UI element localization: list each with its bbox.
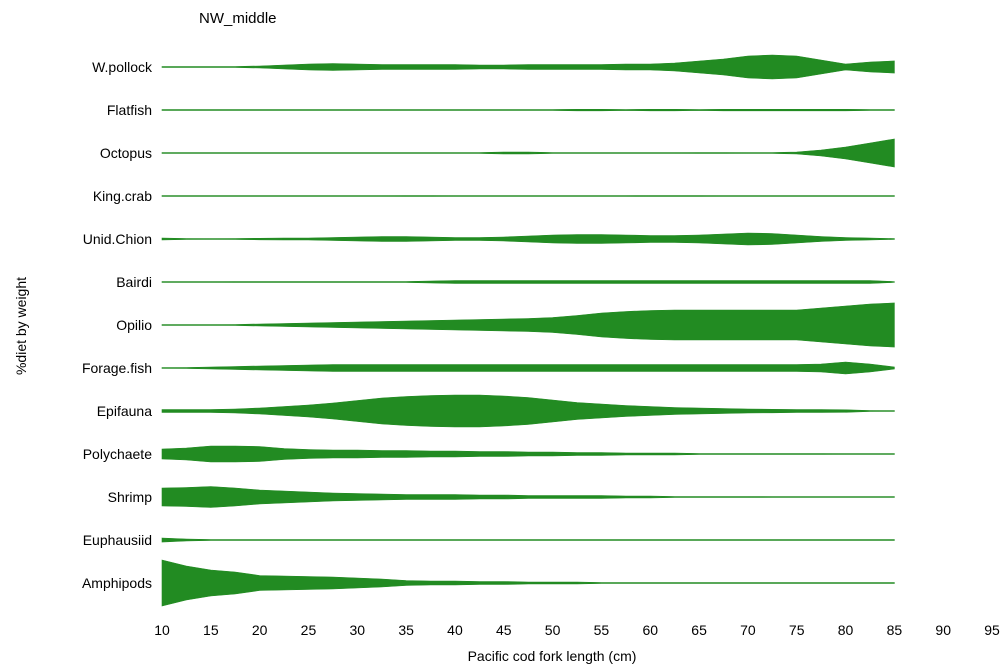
x-tick-label-25: 25 bbox=[301, 622, 317, 638]
category-label-shrimp: Shrimp bbox=[108, 489, 153, 505]
category-label-opilio: Opilio bbox=[116, 317, 152, 333]
x-tick-label-10: 10 bbox=[154, 622, 170, 638]
y-axis-labels: W.pollock Flatfish Octopus King.crab Unid.Ch… bbox=[82, 59, 153, 591]
x-tick-label-70: 70 bbox=[740, 622, 756, 638]
series-shape-w-pollock bbox=[161, 54, 895, 80]
x-axis-label: Pacific cod fork length (cm) bbox=[468, 648, 637, 664]
series-shape-king-crab bbox=[161, 195, 895, 197]
x-tick-label-40: 40 bbox=[447, 622, 463, 638]
series-shape-forage-fish bbox=[161, 361, 895, 375]
category-label-amphipods: Amphipods bbox=[82, 575, 152, 591]
series-shape-bairdi bbox=[161, 280, 895, 284]
series-shape-octopus bbox=[161, 138, 895, 168]
x-tick-label-90: 90 bbox=[935, 622, 951, 638]
category-label-octopus: Octopus bbox=[100, 145, 152, 161]
x-tick-label-15: 15 bbox=[203, 622, 219, 638]
x-tick-label-20: 20 bbox=[252, 622, 268, 638]
chart-title: NW_middle bbox=[199, 10, 277, 27]
series-shape-unid-chion bbox=[161, 232, 895, 246]
x-tick-label-60: 60 bbox=[642, 622, 658, 638]
series-shape-flatfish bbox=[161, 109, 895, 112]
category-label-epifauna: Epifauna bbox=[97, 403, 152, 419]
series-shape-opilio bbox=[161, 302, 895, 348]
x-tick-label-30: 30 bbox=[350, 622, 366, 638]
series-shape-epifauna bbox=[161, 394, 895, 428]
y-axis-label: %diet by weight bbox=[13, 277, 29, 375]
category-label-bairdi: Bairdi bbox=[116, 274, 152, 290]
x-tick-label-65: 65 bbox=[691, 622, 707, 638]
x-tick-label-80: 80 bbox=[838, 622, 854, 638]
x-tick-label-50: 50 bbox=[545, 622, 561, 638]
x-axis-ticks: 10 15 20 25 30 35 40 45 50 55 60 65 70 75 80 85 90 95 bbox=[154, 622, 1000, 638]
x-tick-label-55: 55 bbox=[594, 622, 610, 638]
category-label-euphausiid: Euphausiid bbox=[83, 532, 152, 548]
series-shape-euphausiid bbox=[161, 537, 895, 543]
category-label-king-crab: King.crab bbox=[93, 188, 152, 204]
x-tick-label-45: 45 bbox=[496, 622, 512, 638]
category-label-unid-chion: Unid.Chion bbox=[83, 231, 152, 247]
category-label-flatfish: Flatfish bbox=[107, 102, 152, 118]
series-shape-polychaete bbox=[161, 445, 895, 463]
series-shape-amphipods bbox=[161, 559, 895, 607]
series-shapes bbox=[161, 54, 895, 607]
series-shape-shrimp bbox=[161, 486, 895, 508]
x-tick-label-75: 75 bbox=[789, 622, 805, 638]
x-tick-label-95: 95 bbox=[984, 622, 1000, 638]
category-label-w-pollock: W.pollock bbox=[92, 59, 153, 75]
category-label-polychaete: Polychaete bbox=[83, 446, 152, 462]
x-tick-label-35: 35 bbox=[398, 622, 414, 638]
category-label-forage-fish: Forage.fish bbox=[82, 360, 152, 376]
x-tick-label-85: 85 bbox=[887, 622, 903, 638]
